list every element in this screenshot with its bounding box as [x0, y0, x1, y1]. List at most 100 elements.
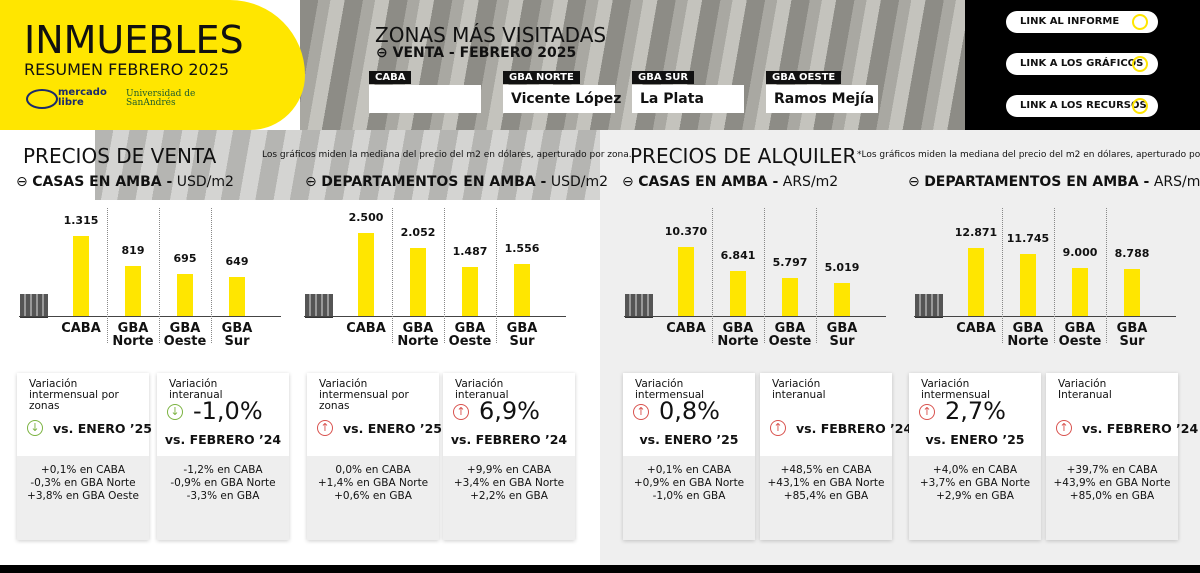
trend-icon: ↓: [27, 420, 43, 436]
value-label: 10.370: [664, 225, 708, 239]
detail-line: +3,8% en GBA Oeste: [27, 490, 139, 502]
link-button[interactable]: LINK A LOS RECURSOS: [1006, 95, 1158, 117]
detail-line: +9,9% en CABA: [466, 464, 552, 476]
detail-line: +0,6% en GBA: [334, 490, 412, 502]
zone-label: GBA SUR: [632, 71, 695, 84]
card-headline: 6,9%: [479, 397, 540, 425]
card-title: Variación Interanual: [1058, 378, 1112, 401]
card-compare: vs. ENERO ’25: [639, 432, 739, 447]
card-compare: vs. ENERO ’25: [343, 421, 442, 436]
section-title: PRECIOS DE ALQUILER: [630, 144, 857, 168]
baseline: [914, 316, 1176, 317]
bar: [177, 273, 193, 316]
card-compare: vs. FEBRERO ’24: [1082, 421, 1199, 436]
detail-line: -3,3% en GBA: [186, 490, 260, 502]
value-label: 649: [225, 254, 249, 268]
chart-title-row: ⊖ DEPARTAMENTOS EN AMBA - USD/m2: [305, 174, 609, 190]
chart-unit: ARS/m2: [782, 174, 839, 190]
category-label: GBA Oeste: [768, 321, 812, 349]
card-details: -1,2% en CABA -0,9% en GBA Norte -3,3% en …: [157, 456, 289, 540]
link-button[interactable]: LINK A LOS GRÁFICOS: [1006, 53, 1158, 75]
bar: [410, 248, 426, 316]
building-icon: [915, 294, 943, 318]
detail-line: +3,4% en GBA Norte: [453, 477, 565, 489]
card: Variación intermensual por zonas ↑ vs. ENE…: [307, 373, 442, 540]
bar: [125, 266, 141, 316]
card-details: +0,1% en CABA -0,3% en GBA Norte +3,8% en …: [17, 456, 149, 540]
separator: [107, 208, 108, 343]
card-details: +9,9% en CABA +3,4% en GBA Norte +2,2% en …: [443, 456, 575, 540]
separator: [1054, 208, 1055, 343]
logo-udesa: Universidad de SanAndrés: [126, 89, 196, 108]
category-label: GBA Sur: [506, 321, 538, 349]
card-title: Variación intermensual por zonas: [29, 378, 119, 412]
card: Variación intermensual ↑ 0,8% vs. ENERO ’25…: [623, 373, 755, 540]
chart-title: CASAS EN AMBA -: [32, 174, 173, 190]
category-label: CABA: [956, 321, 996, 336]
section-note: Los gráficos miden la mediana del precio…: [262, 150, 632, 160]
card-details: +39,7% en CABA +43,9% en GBA Norte +85,0% …: [1046, 456, 1178, 540]
separator: [1106, 208, 1107, 343]
card-compare: vs. FEBRERO ’24: [450, 432, 568, 447]
category-label: GBA Oeste: [1058, 321, 1102, 349]
value-label: 2.052: [400, 226, 436, 240]
bar: [1020, 253, 1036, 316]
zone-label: CABA: [369, 71, 412, 84]
section-title: PRECIOS DE VENTA: [23, 144, 217, 168]
card-compare: vs. ENERO ’25: [53, 421, 152, 436]
link-button[interactable]: LINK AL INFORME: [1006, 11, 1158, 33]
bar: [834, 282, 850, 316]
trend-icon: ↑: [633, 404, 649, 420]
card-headline: 2,7%: [945, 397, 1006, 425]
bar: [678, 247, 694, 316]
category-label: GBA Sur: [826, 321, 858, 349]
building-icon: [625, 294, 653, 318]
chart-unit: USD/m2: [550, 174, 609, 190]
detail-line: -0,3% en GBA Norte: [30, 477, 136, 489]
bar: [1124, 269, 1140, 316]
zones-title: ZONAS MÁS VISITADAS: [375, 23, 607, 47]
card-details: +0,1% en CABA +0,9% en GBA Norte -1,0% en …: [623, 456, 755, 540]
chart-title: DEPARTAMENTOS EN AMBA -: [924, 174, 1150, 190]
detail-line: +85,4% en GBA: [783, 490, 869, 502]
zone-value: La Plata: [632, 85, 744, 113]
category-label: GBA Norte: [112, 321, 154, 349]
header-title: INMUEBLES: [24, 18, 244, 62]
value-label: 11.745: [1006, 231, 1050, 245]
detail-line: +0,1% en CABA: [40, 464, 126, 476]
card-compare: vs. FEBRERO ’24: [164, 432, 282, 447]
trend-icon: ↓: [167, 404, 183, 420]
bar: [358, 233, 374, 316]
detail-line: -0,9% en GBA Norte: [170, 477, 276, 489]
zones-subtitle-row: ⊖ VENTA - FEBRERO 2025: [376, 45, 577, 61]
bar: [782, 277, 798, 316]
value-label: 5.797: [772, 255, 808, 269]
chart-title-row: ⊖ DEPARTAMENTOS EN AMBA - ARS/m2: [908, 174, 1200, 190]
bar: [229, 276, 245, 316]
value-label: 8.788: [1114, 247, 1150, 261]
zone-label: GBA NORTE: [503, 71, 580, 84]
value-label: 12.871: [954, 225, 998, 239]
value-label: 1.315: [63, 214, 99, 228]
detail-line: +85,0% en GBA: [1069, 490, 1155, 502]
category-label: GBA Norte: [1007, 321, 1049, 349]
detail-line: +43,9% en GBA Norte: [1053, 477, 1171, 489]
card-compare: vs. ENERO ’25: [925, 432, 1025, 447]
zones-subtitle: VENTA - FEBRERO 2025: [392, 45, 577, 61]
category-label: GBA Sur: [221, 321, 253, 349]
logo-icon: [26, 89, 58, 109]
detail-line: +43,1% en GBA Norte: [767, 477, 885, 489]
card-details: +4,0% en CABA +3,7% en GBA Norte +2,9% en …: [909, 456, 1041, 540]
card-title: Variación interanual: [455, 378, 509, 401]
detail-line: -1,2% en CABA: [183, 464, 263, 476]
separator: [1002, 208, 1003, 343]
trend-icon: ↑: [770, 420, 786, 436]
separator: [712, 208, 713, 343]
separator: [211, 208, 212, 343]
baseline: [304, 316, 566, 317]
detail-line: +1,4% en GBA Norte: [317, 477, 429, 489]
baseline: [19, 316, 281, 317]
detail-line: +39,7% en CABA: [1066, 464, 1158, 476]
